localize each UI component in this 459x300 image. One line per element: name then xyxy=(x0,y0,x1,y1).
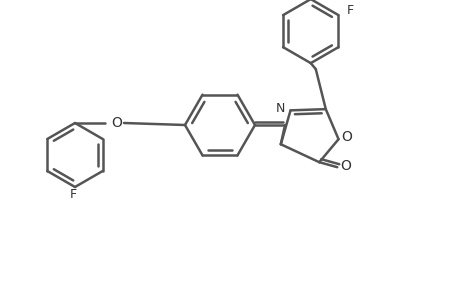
Text: O: O xyxy=(341,130,351,144)
Text: F: F xyxy=(346,4,353,16)
Text: N: N xyxy=(275,102,285,115)
Text: F: F xyxy=(69,188,76,202)
Text: O: O xyxy=(112,116,122,130)
Text: O: O xyxy=(339,159,350,173)
